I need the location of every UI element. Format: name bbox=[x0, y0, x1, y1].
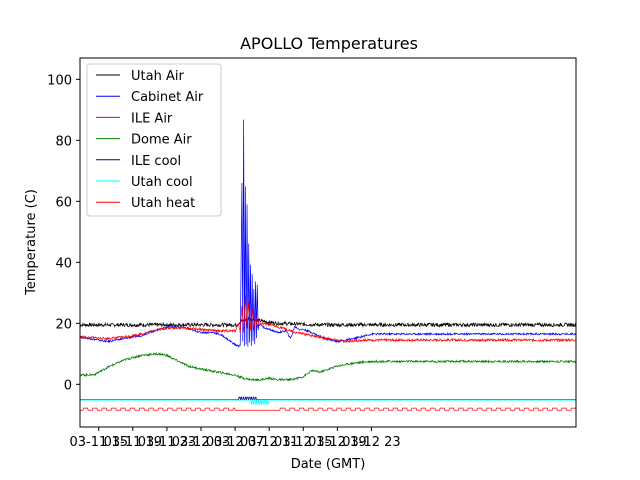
y-tick-label: 80 bbox=[55, 134, 72, 149]
legend-label: Cabinet Air bbox=[131, 90, 204, 105]
legend-box bbox=[86, 63, 222, 217]
x-tick-label: 03-12 15 bbox=[274, 435, 332, 450]
legend-label: Utah heat bbox=[131, 196, 195, 211]
x-tick-label: 03-12 23 bbox=[342, 435, 400, 450]
x-tick-label: 03-11 23 bbox=[138, 435, 196, 450]
y-tick-label: 60 bbox=[55, 195, 72, 210]
series-layer bbox=[79, 119, 577, 411]
legend-label: Utah Air bbox=[131, 69, 184, 84]
x-tick-label: 03-11 15 bbox=[70, 435, 128, 450]
x-tick-label: 03-12 07 bbox=[206, 435, 264, 450]
y-axis: 0 20 40 60 80 100 bbox=[47, 73, 80, 393]
series-line bbox=[80, 399, 576, 405]
y-axis-label: Temperature (C) bbox=[24, 189, 39, 296]
plot-border bbox=[79, 57, 577, 428]
y-tick-label: 100 bbox=[47, 73, 72, 88]
legend: Utah Air Cabinet Air ILE Air Dome Air ILE co… bbox=[86, 63, 222, 217]
x-tick-label: 03-12 11 bbox=[240, 435, 298, 450]
legend-label: Dome Air bbox=[131, 133, 192, 148]
series-line bbox=[79, 295, 577, 344]
legend-label: Utah cool bbox=[131, 175, 193, 190]
chart-title: APOLLO Temperatures bbox=[240, 34, 418, 53]
x-axis-label: Date (GMT) bbox=[291, 457, 366, 472]
series-line bbox=[80, 407, 577, 411]
x-tick-label: 03-11 19 bbox=[104, 435, 162, 450]
legend-label: ILE cool bbox=[131, 154, 181, 169]
series-line bbox=[79, 317, 577, 328]
y-tick-label: 20 bbox=[55, 317, 72, 332]
series-line bbox=[80, 396, 576, 400]
legend-label: ILE Air bbox=[131, 111, 173, 126]
series-line bbox=[79, 351, 577, 382]
y-tick-label: 0 bbox=[64, 378, 72, 393]
y-tick-label: 40 bbox=[55, 256, 72, 271]
x-tick-label: 03-12 19 bbox=[308, 435, 366, 450]
x-tick-label: 03-12 03 bbox=[172, 435, 230, 450]
